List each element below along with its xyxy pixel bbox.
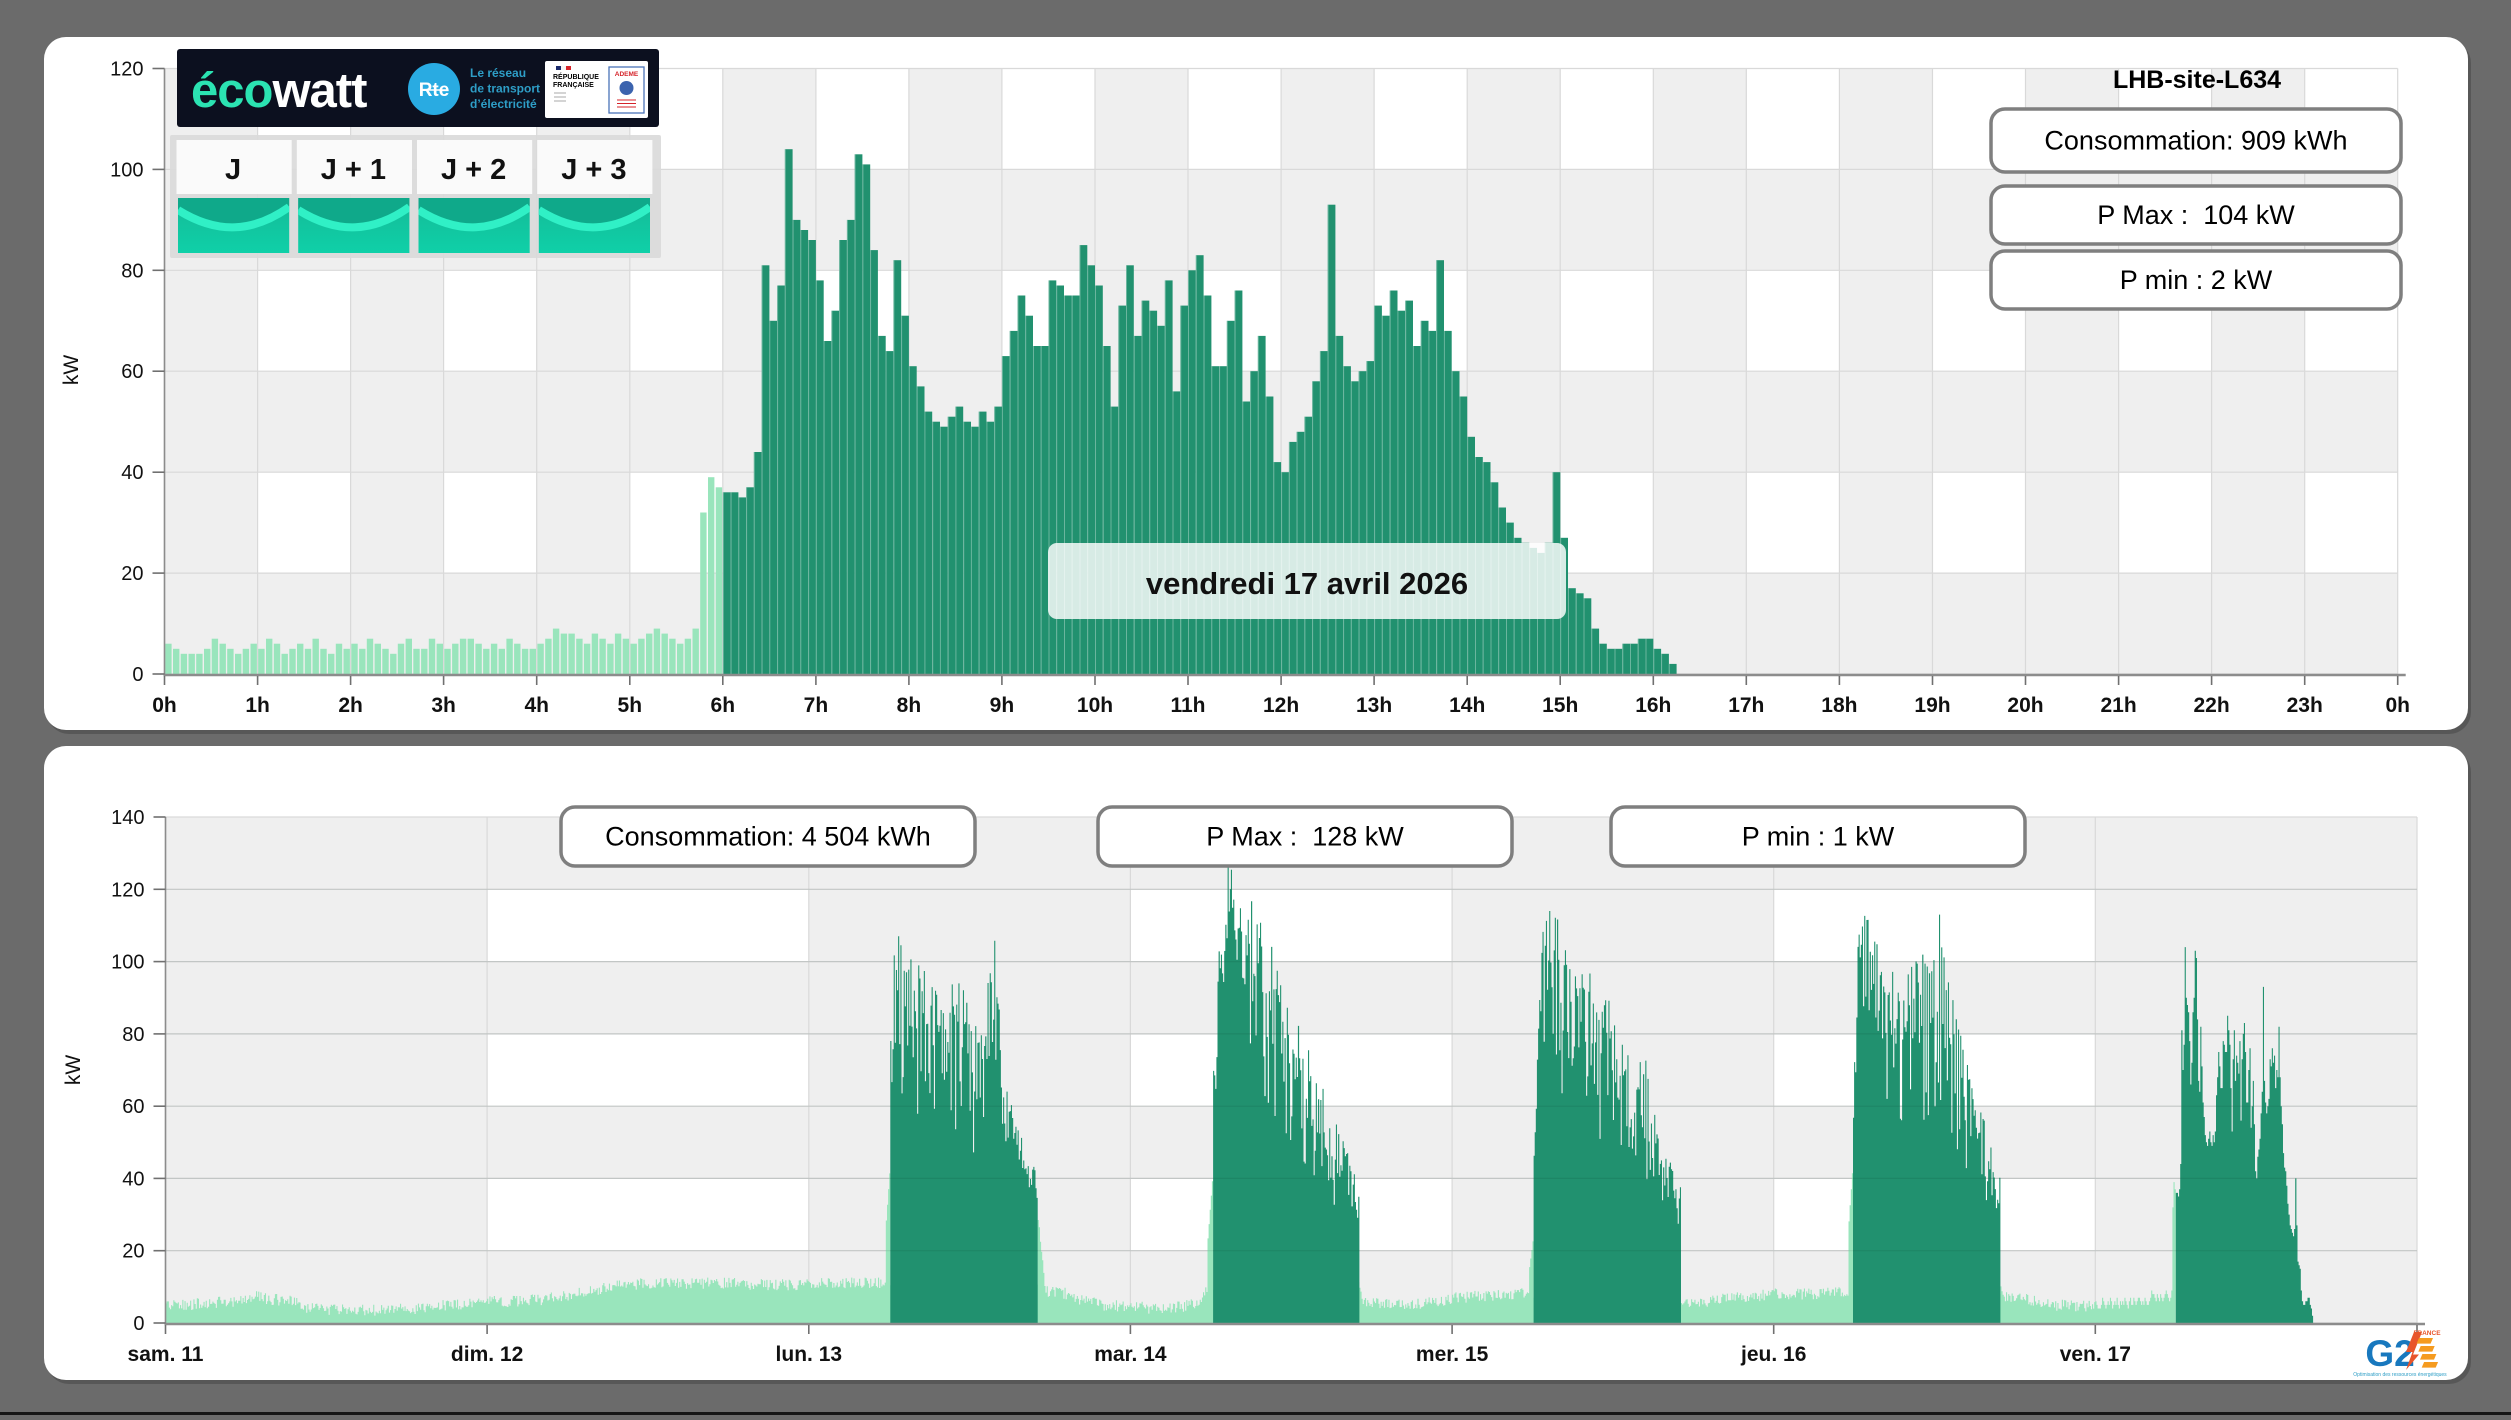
svg-text:P min : 1 kW: P min : 1 kW: [1742, 822, 1895, 852]
svg-text:ven. 17: ven. 17: [2060, 1343, 2131, 1366]
svg-text:P min : 2 kW: P min : 2 kW: [2120, 265, 2273, 295]
svg-text:9h: 9h: [990, 694, 1015, 717]
svg-text:écowatt: écowatt: [191, 64, 367, 118]
svg-text:1h: 1h: [245, 694, 270, 717]
svg-text:J + 2: J + 2: [441, 154, 506, 186]
svg-text:Consommation: 4 504 kWh: Consommation: 4 504 kWh: [605, 822, 931, 852]
svg-text:20: 20: [121, 563, 143, 585]
svg-text:J + 3: J + 3: [561, 154, 626, 186]
svg-text:0: 0: [133, 1313, 144, 1335]
svg-text:4h: 4h: [524, 694, 549, 717]
svg-text:12h: 12h: [1263, 694, 1299, 717]
svg-text:P Max : 104 kW: P Max : 104 kW: [2097, 200, 2295, 230]
svg-text:23h: 23h: [2287, 694, 2323, 717]
svg-text:vendredi 17 avril 2026: vendredi 17 avril 2026: [1146, 566, 1468, 601]
svg-text:60: 60: [122, 1096, 144, 1118]
svg-text:11h: 11h: [1170, 694, 1205, 717]
svg-text:140: 140: [111, 807, 144, 829]
svg-text:120: 120: [111, 879, 144, 901]
svg-text:de transport: de transport: [470, 82, 540, 96]
svg-text:P Max : 128 kW: P Max : 128 kW: [1206, 822, 1404, 852]
svg-text:FRANCE: FRANCE: [2413, 1330, 2441, 1337]
svg-text:G2: G2: [2365, 1333, 2414, 1374]
svg-text:80: 80: [122, 1024, 144, 1046]
svg-text:17h: 17h: [1728, 694, 1764, 717]
svg-text:Optimisation des ressources én: Optimisation des ressources énergétiques: [2353, 1372, 2447, 1378]
svg-text:kW: kW: [62, 1055, 85, 1086]
svg-text:6h: 6h: [711, 694, 736, 717]
svg-text:dim. 12: dim. 12: [451, 1343, 523, 1366]
svg-text:16h: 16h: [1635, 694, 1671, 717]
svg-text:60: 60: [121, 361, 143, 383]
svg-text:7h: 7h: [804, 694, 829, 717]
svg-text:2h: 2h: [338, 694, 363, 717]
svg-text:jeu. 16: jeu. 16: [1740, 1343, 1806, 1366]
svg-text:80: 80: [121, 260, 143, 282]
svg-text:0h: 0h: [2385, 694, 2410, 717]
svg-text:21h: 21h: [2101, 694, 2137, 717]
svg-text:5h: 5h: [618, 694, 643, 717]
svg-text:0h: 0h: [152, 694, 177, 717]
svg-text:40: 40: [122, 1168, 144, 1190]
svg-text:8h: 8h: [897, 694, 922, 717]
svg-text:mar. 14: mar. 14: [1094, 1343, 1167, 1366]
svg-text:mer. 15: mer. 15: [1416, 1343, 1489, 1366]
svg-text:RÉPUBLIQUE: RÉPUBLIQUE: [553, 72, 599, 81]
svg-text:J + 1: J + 1: [321, 154, 386, 186]
svg-text:20: 20: [122, 1241, 144, 1263]
svg-text:J: J: [225, 154, 241, 186]
svg-text:22h: 22h: [2194, 694, 2230, 717]
svg-text:sam. 11: sam. 11: [128, 1343, 204, 1366]
svg-text:40: 40: [121, 462, 143, 484]
svg-text:3h: 3h: [431, 694, 456, 717]
svg-text:20h: 20h: [2007, 694, 2043, 717]
svg-text:18h: 18h: [1821, 694, 1857, 717]
svg-text:13h: 13h: [1356, 694, 1392, 717]
svg-text:0: 0: [132, 664, 143, 686]
svg-text:19h: 19h: [1914, 694, 1950, 717]
svg-text:kW: kW: [60, 355, 83, 386]
svg-text:d’électricité: d’électricité: [470, 97, 537, 111]
svg-text:Le réseau: Le réseau: [470, 66, 526, 80]
svg-text:100: 100: [110, 159, 143, 181]
svg-text:Consommation: 909 kWh: Consommation: 909 kWh: [2044, 126, 2347, 156]
svg-text:LHB-site-L634: LHB-site-L634: [2113, 66, 2281, 94]
svg-text:14h: 14h: [1449, 694, 1485, 717]
svg-text:10h: 10h: [1077, 694, 1113, 717]
svg-text:15h: 15h: [1542, 694, 1578, 717]
svg-text:ADEME: ADEME: [615, 71, 639, 78]
svg-text:100: 100: [111, 952, 144, 974]
svg-text:lun. 13: lun. 13: [776, 1343, 843, 1366]
svg-text:120: 120: [110, 59, 143, 81]
svg-text:FRANÇAISE: FRANÇAISE: [553, 82, 594, 89]
